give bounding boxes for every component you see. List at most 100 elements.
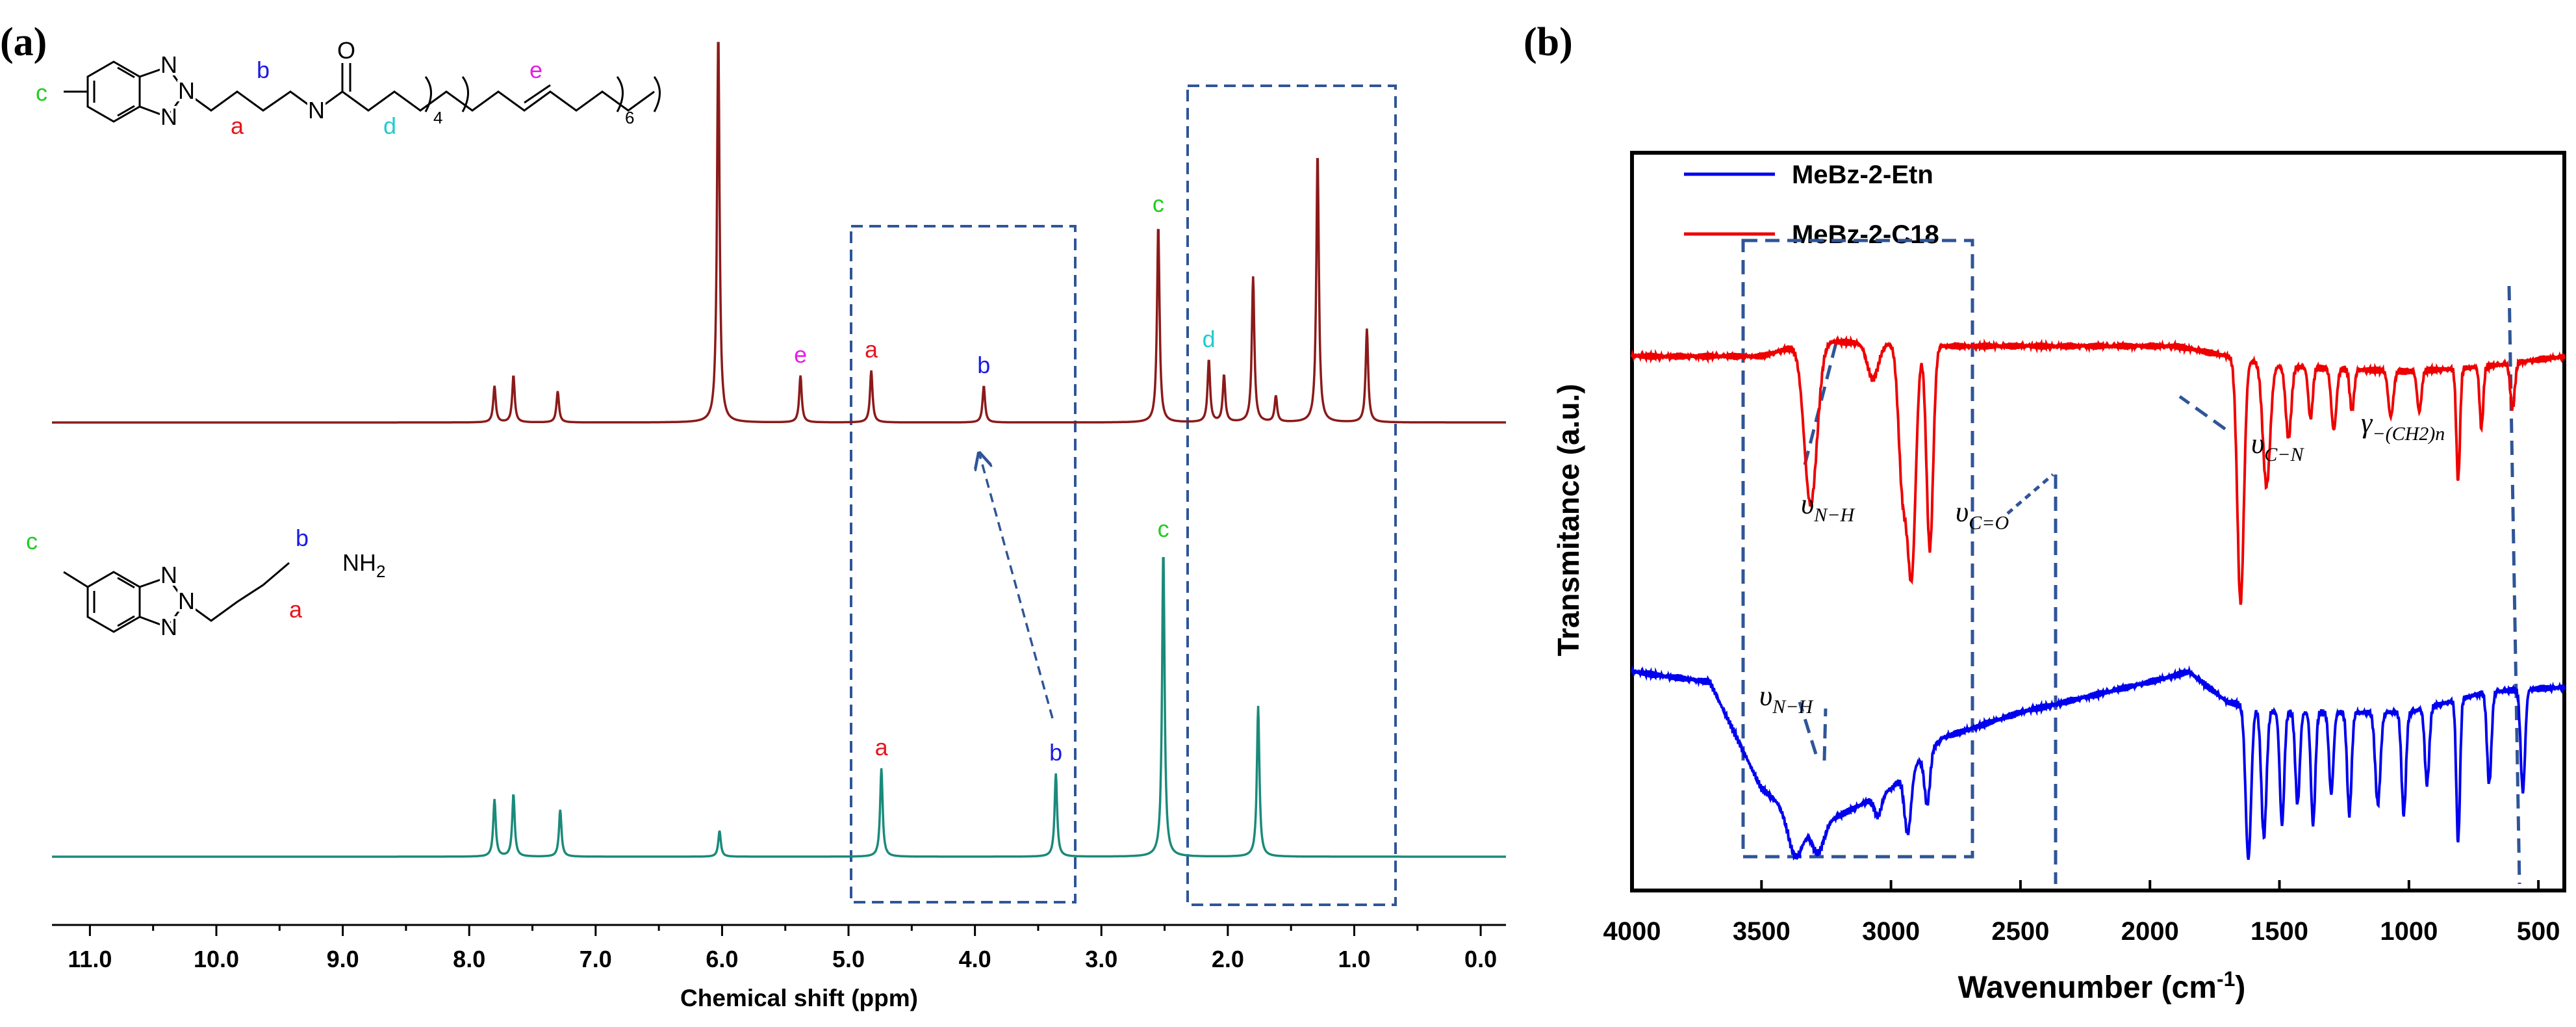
struct-bottom-label-a: a bbox=[289, 596, 303, 623]
struct-top-label-d: d bbox=[383, 112, 396, 139]
nmr-tick-label: 2.0 bbox=[1212, 946, 1244, 972]
benzene-ring-top bbox=[86, 60, 141, 123]
nmr-peak-label-a: a bbox=[865, 336, 878, 363]
nmr-box-2 bbox=[1186, 84, 1397, 906]
nmr-tick-label: 4.0 bbox=[959, 946, 991, 972]
ir-legend: MeBz-2-Etn MeBz-2-C18 bbox=[1684, 161, 1939, 249]
amine-text: NH bbox=[342, 549, 376, 576]
nmr-peak-label-b: b bbox=[977, 352, 990, 378]
legend-label-etn: MeBz-2-Etn bbox=[1792, 161, 1933, 189]
ir-plot: 4000 3500 3000 2500 2000 1500 1000 500 Wavenumb… bbox=[1551, 151, 2566, 1005]
atom-n3-top: N bbox=[160, 103, 177, 130]
nmr-tick-label: 11.0 bbox=[68, 946, 112, 972]
ann-ch2-sub: −(CH2)n bbox=[2372, 423, 2445, 445]
panel-label-b: (b) bbox=[1524, 20, 1573, 64]
ir-x-axis-title-end: ) bbox=[2235, 970, 2245, 1005]
ir-spectrum-etn bbox=[1631, 664, 2566, 861]
ir-x-axis-title-text: Wavenumber (cm bbox=[1958, 970, 2217, 1005]
struct-top-label-b: b bbox=[257, 57, 270, 83]
ann-nh-bottom-v: υ bbox=[1759, 680, 1772, 712]
ir-nh-pointer-bottom bbox=[1798, 701, 1818, 755]
ir-tick-label: 3500 bbox=[1733, 917, 1791, 946]
ann-co-sub: C=O bbox=[1969, 512, 2009, 534]
ann-nh-top: υN−H bbox=[1801, 488, 1855, 526]
ann-ch2-v: γ bbox=[2361, 407, 2373, 439]
structure-etn bbox=[63, 562, 290, 633]
nmr-tick-label: 7.0 bbox=[580, 946, 612, 972]
nmr-peak-label-b: b bbox=[1049, 739, 1062, 766]
ir-frame bbox=[1630, 151, 2566, 892]
nmr-peak-label-c: c bbox=[1158, 515, 1169, 542]
struct-top-label-a: a bbox=[231, 112, 244, 139]
structure-etn-text: N N N NH2 c b a bbox=[26, 525, 385, 643]
ann-co-v: υ bbox=[1956, 496, 1969, 528]
ann-cn-v: υ bbox=[2251, 428, 2264, 460]
nmr-tick-label: 1.0 bbox=[1338, 946, 1370, 972]
ir-tick-label: 1500 bbox=[2251, 917, 2308, 946]
nmr-peak-label-e: e bbox=[794, 341, 807, 368]
nmr-peak-label-d: d bbox=[1203, 326, 1216, 352]
legend-label-c18: MeBz-2-C18 bbox=[1792, 220, 1939, 249]
nmr-peak-label-c: c bbox=[1153, 190, 1164, 217]
struct-top-repeat-4: 4 bbox=[433, 108, 442, 127]
atom-n-amide-top: N bbox=[308, 97, 325, 124]
nmr-tick-label: 3.0 bbox=[1085, 946, 1117, 972]
ann-ch2: γ−(CH2)n bbox=[2361, 407, 2445, 445]
struct-top-label-e: e bbox=[529, 57, 542, 83]
nmr-peak-label-group: e a b c d a b c bbox=[794, 190, 1216, 766]
nmr-tick-label: 6.0 bbox=[706, 946, 738, 972]
ir-ch2-marker bbox=[2507, 285, 2521, 885]
ann-nh-top-v: υ bbox=[1801, 488, 1814, 520]
nmr-tick-label: 10.0 bbox=[194, 946, 239, 972]
amine-subscript: 2 bbox=[376, 562, 385, 581]
nmr-tick-label: 8.0 bbox=[453, 946, 485, 972]
ann-nh-bottom-sub: N−H bbox=[1772, 696, 1814, 718]
nmr-tick-label: 5.0 bbox=[832, 946, 865, 972]
atom-o-top: O bbox=[337, 37, 355, 64]
ir-tick-group: 4000 3500 3000 2500 2000 1500 1000 500 bbox=[1603, 880, 2560, 946]
ir-tick-label: 500 bbox=[2517, 917, 2560, 946]
ir-x-axis-title-sup: -1 bbox=[2217, 967, 2235, 991]
struct-bottom-label-c: c bbox=[26, 528, 38, 554]
ann-nh-top-sub: N−H bbox=[1813, 504, 1855, 526]
ir-tick-label: 2500 bbox=[1991, 917, 2049, 946]
panel-label-a: (a) bbox=[0, 20, 47, 64]
ir-tick-label: 1000 bbox=[2380, 917, 2438, 946]
ann-cn-sub: C−N bbox=[2264, 444, 2304, 465]
structure-c18 bbox=[64, 60, 661, 123]
struct-top-repeat-6: 6 bbox=[625, 108, 634, 127]
structure-c18-text: N N N N O c b a d e 4 6 bbox=[36, 34, 634, 139]
atom-n2-bottom: N bbox=[178, 588, 195, 614]
amine-group: NH2 bbox=[342, 549, 385, 581]
atom-n1-top: N bbox=[160, 51, 177, 78]
ir-nh-pointer-bottom-2 bbox=[1822, 708, 1828, 761]
ir-tick-label: 3000 bbox=[1862, 917, 1920, 946]
nmr-tick-label: 9.0 bbox=[327, 946, 359, 972]
atom-n2-top: N bbox=[178, 77, 195, 104]
nmr-spectrum-c18 bbox=[52, 42, 1506, 424]
ir-tick-label: 2000 bbox=[2121, 917, 2179, 946]
ir-spectrum-c18 bbox=[1631, 335, 2566, 605]
struct-bottom-label-b: b bbox=[296, 525, 309, 551]
benzene-ring-bottom bbox=[86, 571, 141, 633]
nmr-box-1 bbox=[850, 225, 1077, 904]
ir-co-pointer bbox=[2006, 473, 2054, 515]
ir-nh-box bbox=[1741, 239, 1974, 859]
atom-n3-bottom: N bbox=[160, 614, 177, 640]
ir-x-axis-title: Wavenumber (cm-1) bbox=[1958, 967, 2246, 1005]
nmr-peak-label-a: a bbox=[875, 734, 889, 760]
nmr-x-axis-title: Chemical shift (ppm) bbox=[680, 985, 918, 1011]
ann-nh-bottom: υN−H bbox=[1759, 680, 1814, 718]
ir-cn-pointer bbox=[2178, 395, 2226, 431]
struct-top-label-c: c bbox=[36, 79, 47, 106]
ann-cn: υC−N bbox=[2251, 428, 2304, 465]
nmr-tick-group: 11.0 10.0 9.0 8.0 7.0 6.0 5.0 4.0 3.0 2.0 1.0 0.0 bbox=[68, 925, 1497, 972]
nmr-plot: 11.0 10.0 9.0 8.0 7.0 6.0 5.0 4.0 3.0 2.0 1.0 0.0 C… bbox=[26, 34, 1506, 1011]
ir-y-axis-title: Transmitance (a.u.) bbox=[1551, 384, 1585, 656]
atom-n1-bottom: N bbox=[160, 562, 177, 588]
ann-co: υC=O bbox=[1956, 496, 2009, 534]
nmr-shift-arrow bbox=[980, 455, 1054, 719]
nmr-spectrum-etn bbox=[52, 556, 1506, 858]
ir-tick-label: 4000 bbox=[1603, 917, 1661, 946]
